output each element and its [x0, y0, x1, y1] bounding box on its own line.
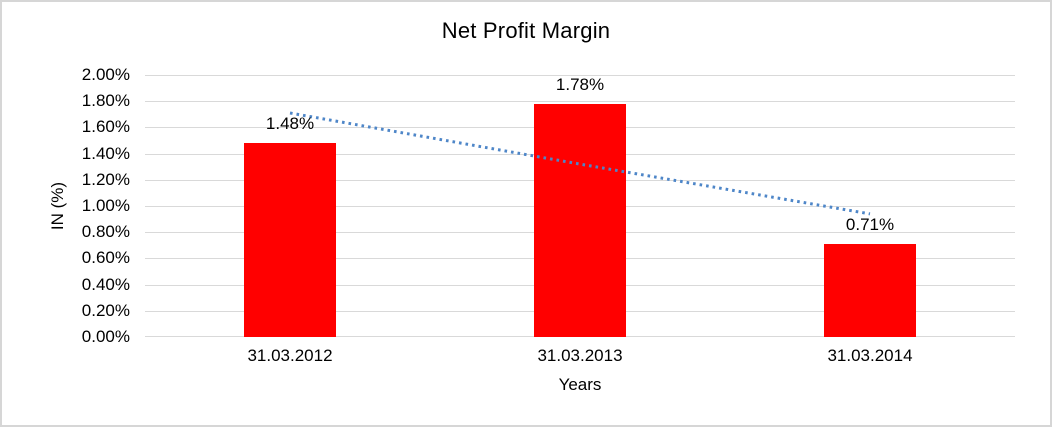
gridline — [145, 101, 1015, 102]
y-tick-label: 1.40% — [81, 143, 130, 163]
linear-trendline — [289, 111, 871, 216]
bar-31.03.2014 — [824, 244, 916, 337]
plot-area: 1.48% 1.78% 0.71% — [145, 75, 1015, 337]
data-label: 1.48% — [265, 114, 315, 133]
x-axis-title: Years — [558, 375, 602, 394]
y-tick-label: 1.20% — [81, 169, 130, 189]
y-tick-label: 0.40% — [81, 274, 130, 294]
y-tick-label: 0.20% — [81, 300, 130, 320]
bar-31.03.2012 — [244, 143, 336, 337]
y-tick-label: 0.80% — [81, 222, 130, 242]
data-label: 0.71% — [845, 215, 895, 234]
x-tick-label: 31.03.2012 — [247, 346, 333, 365]
x-tick-label: 31.03.2014 — [827, 346, 913, 365]
gridline — [145, 75, 1015, 76]
chart-title: Net Profit Margin — [441, 18, 611, 43]
y-tick-label: 1.00% — [81, 196, 130, 215]
y-tick-label: 2.00% — [81, 65, 130, 84]
bar-31.03.2013 — [534, 104, 626, 337]
y-tick-label: 0.60% — [81, 248, 130, 268]
x-tick-label: 31.03.2013 — [537, 346, 623, 365]
y-tick-label: 1.60% — [81, 117, 130, 137]
y-tick-label: 1.80% — [81, 91, 130, 111]
data-label: 1.78% — [555, 75, 605, 94]
trendline-path — [289, 111, 871, 216]
y-tick-label: 0.00% — [81, 327, 130, 346]
